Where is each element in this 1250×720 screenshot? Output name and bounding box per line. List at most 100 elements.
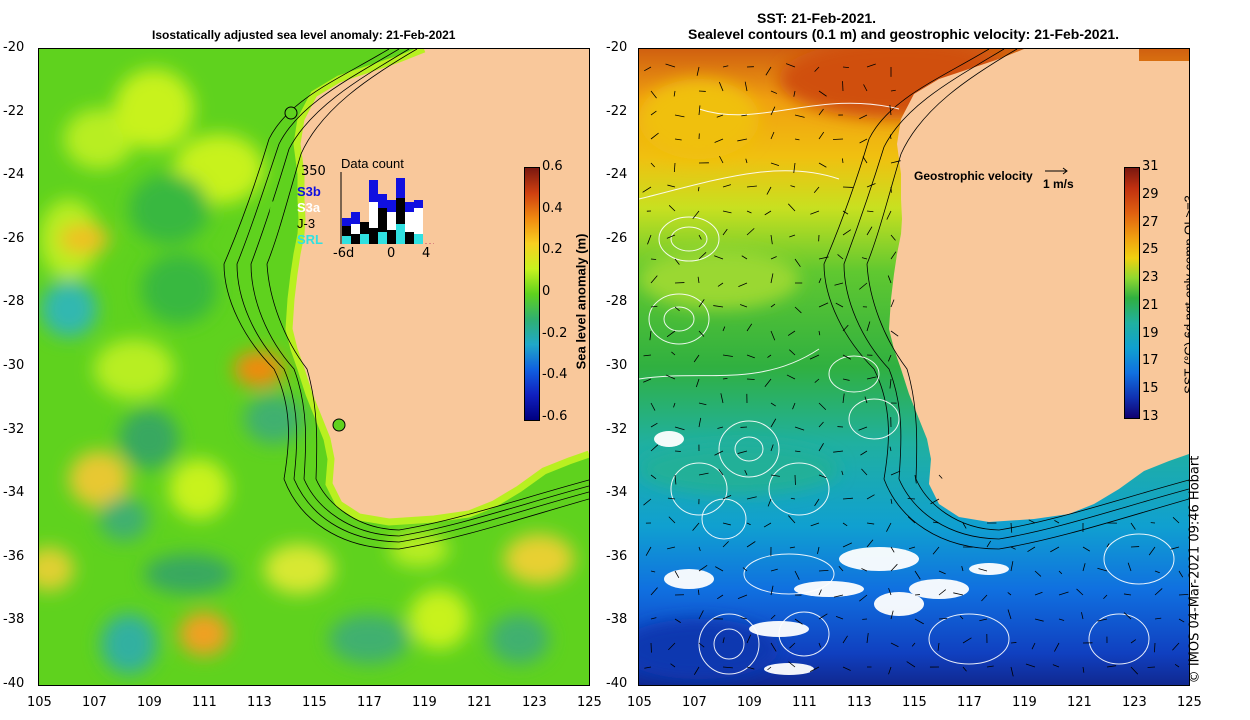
velocity-arrow: [818, 443, 824, 452]
velocity-arrow: [674, 426, 685, 431]
velocity-arrow: [818, 131, 825, 140]
velocity-arrow: [789, 642, 796, 649]
lat-tick: -22: [3, 103, 25, 119]
velocity-arrow: [763, 522, 772, 528]
velocity-arrow: [794, 114, 805, 118]
velocity-arrow: [787, 330, 796, 336]
velocity-arrow: [890, 160, 901, 164]
velocity-arrow: [746, 666, 755, 670]
velocity-arrow: [866, 226, 873, 236]
velocity-arrow: [1054, 520, 1060, 524]
velocity-arrow: [1172, 517, 1180, 524]
lat-tick: -22: [606, 103, 628, 119]
velocity-arrow: [818, 162, 827, 168]
velocity-arrow: [818, 589, 822, 596]
lon-tick: 121: [1067, 695, 1092, 710]
velocity-arrow: [764, 210, 772, 216]
data-count-bars: [340, 172, 434, 244]
velocity-arrow: [718, 81, 724, 92]
lon-tick: 119: [412, 695, 437, 710]
inset-tick-4: 4: [422, 246, 431, 261]
velocity-arrow: [818, 613, 828, 620]
velocity-arrow: [914, 570, 921, 580]
velocity-arrow: [698, 234, 702, 240]
velocity-arrow: [737, 450, 748, 454]
velocity-arrow: [698, 642, 705, 648]
lon-tick: 125: [1177, 695, 1202, 710]
velocity-arrow: [693, 666, 700, 675]
velocity-arrow: [890, 251, 897, 260]
velocity-arrow: [665, 63, 676, 68]
velocity-arrow: [722, 541, 729, 548]
velocity-arrow: [693, 354, 700, 363]
velocity-arrow: [698, 105, 701, 116]
velocity-arrow: [717, 282, 724, 287]
velocity-arrow: [746, 541, 756, 548]
velocity-arrow: [890, 642, 899, 648]
velocity-arrow: [859, 138, 868, 144]
velocity-arrow: [890, 498, 893, 504]
velocity-arrow: [746, 323, 753, 332]
velocity-arrow: [698, 252, 707, 260]
mission-j3: J-3: [297, 216, 316, 231]
velocity-arrow: [650, 275, 658, 284]
velocity-arrow: [914, 618, 924, 625]
velocity-arrow: [713, 305, 724, 308]
velocity-arrow: [667, 497, 676, 500]
velocity-arrow: [770, 585, 774, 596]
data-count-max: 350: [301, 164, 326, 179]
velocity-arrow: [866, 494, 875, 500]
lon-tick: 119: [1012, 695, 1037, 710]
lat-tick: -40: [3, 676, 25, 691]
velocity-arrow: [698, 610, 704, 620]
lat-tick: -38: [606, 612, 628, 628]
velocity-arrow: [1097, 618, 1108, 622]
velocity-arrow: [1154, 570, 1160, 574]
velocity-arrow: [722, 210, 732, 214]
mission-srl: SRL: [297, 232, 323, 247]
lon-tick: 115: [302, 695, 327, 710]
velocity-arrow: [859, 282, 868, 290]
lat-tick: -20: [606, 40, 628, 55]
velocity-arrow: [842, 497, 853, 500]
lon-tick: 105: [27, 695, 52, 710]
marker-1: [284, 106, 298, 120]
velocity-arrow: [644, 66, 652, 72]
velocity-arrow: [842, 542, 853, 548]
velocity-arrow: [1010, 642, 1017, 644]
velocity-arrow: [787, 203, 796, 212]
inset-tick-neg6: -6d: [333, 246, 355, 261]
velocity-arrow: [722, 637, 725, 644]
velocity-arrow: [866, 210, 874, 213]
velocity-arrow: [794, 426, 805, 431]
velocity-arrow: [886, 522, 892, 532]
lat-tick: -32: [3, 421, 25, 437]
velocity-arrow: [739, 304, 748, 308]
velocity-arrow: [1058, 618, 1065, 621]
velocity-arrow: [722, 495, 732, 500]
velocity-arrow: [698, 546, 701, 552]
velocity-arrow: [770, 303, 776, 308]
velocity-arrow: [814, 66, 820, 72]
velocity-arrow: [697, 589, 700, 596]
velocity-arrow: [716, 114, 724, 118]
velocity-arrow: [890, 470, 901, 476]
velocity-arrow: [938, 474, 943, 479]
velocity-arrow: [794, 570, 800, 580]
velocity-arrow: [671, 351, 676, 356]
velocity-arrow: [889, 134, 892, 140]
velocity-arrow: [788, 661, 796, 668]
velocity-arrow: [953, 592, 964, 596]
lon-tick: 117: [957, 695, 982, 710]
velocity-arrow: [746, 378, 755, 380]
velocity-arrow: [650, 444, 659, 452]
velocity-arrow: [959, 615, 964, 620]
velocity-arrow: [744, 470, 748, 476]
velocity-arrow: [841, 158, 844, 164]
lon-tick: 125: [577, 695, 602, 710]
velocity-arrow: [741, 255, 748, 260]
velocity-arrow: [643, 354, 652, 357]
velocity-arrow: [722, 65, 729, 68]
velocity-arrow: [890, 299, 895, 308]
velocity-arrow: [1154, 617, 1162, 620]
